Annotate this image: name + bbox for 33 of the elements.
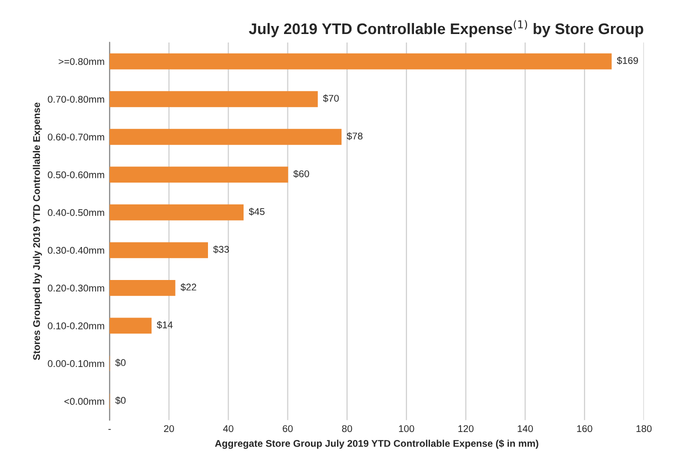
x-tick-label: 20 xyxy=(164,425,174,432)
chart-title: July 2019 YTD Controllable Expense$^{(1)}$ by Store Group xyxy=(248,20,644,38)
y-tick-label: 0.10-0.20mm xyxy=(48,322,104,330)
data-label: $78 xyxy=(346,132,362,140)
y-tick-label: <0.00mm xyxy=(64,398,104,405)
y-tick-label: 0.00-0.10mm xyxy=(48,360,104,368)
y-tick-label: 0.50-0.60mm xyxy=(48,171,104,178)
data-label: $33 xyxy=(213,245,229,254)
x-tick-label: - xyxy=(108,429,111,430)
x-tick-label: 180 xyxy=(636,425,652,432)
data-label: $0 xyxy=(115,358,126,367)
y-tick-label: 0.30-0.40mm xyxy=(48,246,104,254)
data-label: $45 xyxy=(248,208,265,216)
x-tick-label: 140 xyxy=(518,425,533,432)
y-tick-label: 0.20-0.30mm xyxy=(48,284,104,292)
x-tick-label: 80 xyxy=(342,425,352,432)
y-tick-label: 0.60-0.70mm xyxy=(48,134,104,140)
y-tick-label: 0.70-0.80mm xyxy=(48,96,104,103)
x-tick-label: 120 xyxy=(458,425,474,432)
x-tick-label: 160 xyxy=(577,425,592,432)
data-label: $169 xyxy=(616,56,638,65)
data-label: $14 xyxy=(156,320,173,329)
y-tick-label: >=0.80mm xyxy=(58,58,104,65)
x-tick-label: 40 xyxy=(223,425,234,432)
data-label: $22 xyxy=(180,283,196,292)
data-label: $70 xyxy=(323,94,339,102)
y-tick-label: 0.40-0.50mm xyxy=(48,209,104,216)
y-axis-title: Stores Grouped by July 2019 YTD Controllable Expense xyxy=(32,102,42,360)
data-label: $60 xyxy=(293,170,310,178)
x-tick-label: 100 xyxy=(399,425,414,432)
data-label: $0 xyxy=(115,396,126,404)
x-axis-title: Aggregate Store Group July 2019 YTD Controllable Expense ($ in mm) xyxy=(215,440,538,449)
x-tick-label: 60 xyxy=(282,425,293,432)
